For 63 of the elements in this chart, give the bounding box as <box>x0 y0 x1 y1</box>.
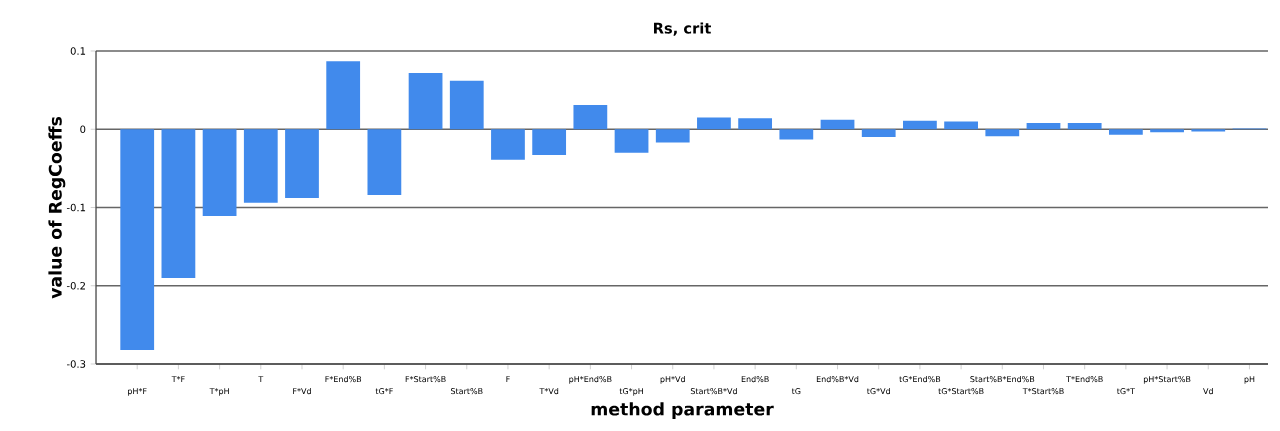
bar <box>1026 122 1061 130</box>
y-tick-label: -0.2 <box>66 281 85 290</box>
chart-title: Rs, crit <box>654 22 711 36</box>
x-tick-label: T <box>258 376 264 383</box>
bar <box>285 129 319 199</box>
bar <box>738 118 773 130</box>
x-tick-label: tG*Start%B <box>938 388 984 395</box>
x-tick-label: Vd <box>1203 387 1213 395</box>
bar <box>202 129 237 217</box>
x-tick-label: tG*Vd <box>866 387 890 395</box>
bar <box>779 129 814 140</box>
x-tick-label: End%B*Vd <box>816 375 859 383</box>
x-tick-label: pH*Vd <box>660 375 685 384</box>
x-tick-label: T*F <box>171 376 185 383</box>
x-tick-label: Start%B*Vd <box>690 387 737 395</box>
bar <box>697 117 731 130</box>
bar <box>326 61 361 130</box>
bar <box>408 72 443 130</box>
x-tick-label: F*Start%B <box>405 376 446 383</box>
x-tick-label: End%B <box>741 375 769 383</box>
x-tick-label: F <box>506 376 510 383</box>
bar <box>161 129 196 278</box>
x-tick-label: pH*F <box>128 388 147 396</box>
x-tick-label: T*Vd <box>539 387 559 395</box>
x-tick-label: F*End%B <box>325 375 362 383</box>
x-tick-label: tG*End%B <box>899 375 941 383</box>
x-tick-label: tG*pH <box>619 388 643 396</box>
bar <box>367 129 402 195</box>
bar <box>861 129 896 138</box>
x-tick-label: F*Vd <box>293 387 311 395</box>
bar <box>614 129 649 153</box>
y-axis-title: value of RegCoeffs <box>48 116 66 299</box>
y-tick-label: 0.1 <box>70 47 86 55</box>
x-tick-label: pH*End%B <box>569 375 612 384</box>
x-tick-label: T*Start%B <box>1022 388 1064 395</box>
bar <box>1108 129 1143 135</box>
bar <box>449 80 484 130</box>
x-axis-title: method parameter <box>591 402 774 419</box>
bar <box>944 121 978 130</box>
y-tick-label: 0 <box>80 125 86 134</box>
x-tick-label: T*pH <box>209 388 229 396</box>
bar <box>655 129 690 143</box>
bar <box>573 104 608 130</box>
x-tick-label: Start%B*End%B <box>970 375 1035 383</box>
y-tick-label: -0.3 <box>66 360 86 368</box>
bar <box>243 129 278 203</box>
x-tick-label: Start%B <box>450 388 483 395</box>
y-tick-label: -0.1 <box>66 203 86 212</box>
bar <box>491 129 525 160</box>
x-tick-label: pH <box>1244 376 1255 384</box>
bar <box>1067 122 1102 130</box>
bar <box>903 120 937 130</box>
x-tick-label: tG*F <box>375 388 393 395</box>
bar <box>1150 129 1184 133</box>
x-tick-label: pH*Start%B <box>1143 376 1191 384</box>
bar <box>820 119 855 130</box>
x-tick-label: tG <box>791 388 801 395</box>
bar <box>532 129 567 156</box>
bar <box>1191 129 1226 132</box>
bar <box>985 129 1020 137</box>
x-tick-label: T*End%B <box>1066 375 1103 383</box>
x-tick-label: tG*T <box>1116 388 1136 395</box>
bar <box>120 129 155 350</box>
